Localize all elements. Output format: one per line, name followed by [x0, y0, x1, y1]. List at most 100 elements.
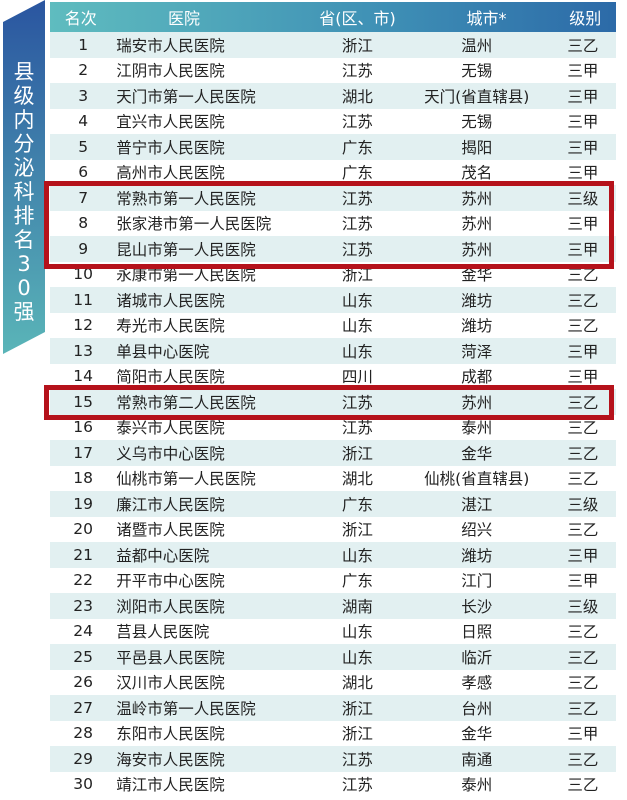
- cell-hospital: 靖江市人民医院: [116, 776, 225, 795]
- cell-hospital: 普宁市人民医院: [116, 138, 225, 157]
- cell-province: 四川: [341, 368, 373, 387]
- cell-hospital: 浏阳市人民医院: [116, 597, 225, 616]
- cell-city: 苏州: [461, 215, 493, 234]
- cell-hospital: 永康市第一人民医院: [116, 266, 256, 285]
- table-row: 26 汉川市人民医院 湖北 孝感 三乙: [50, 670, 616, 696]
- cell-hospital: 高州市人民医院: [116, 164, 225, 183]
- cell-hospital: 义乌市中心医院: [116, 444, 225, 463]
- cell-hospital: 平邑县人民医院: [116, 648, 225, 667]
- cell-rank: 30: [73, 775, 93, 794]
- cell-city: 临沂: [461, 648, 493, 667]
- table-row: 13 单县中心医院 山东 菏泽 三甲: [50, 338, 616, 364]
- table-row: 18 仙桃市第一人民医院 湖北 仙桃(省直辖县) 三乙: [50, 466, 616, 492]
- table-row: 30 靖江市人民医院 江苏 泰州 三乙: [50, 772, 616, 798]
- cell-rank: 4: [78, 112, 89, 131]
- cell-level: 三乙: [567, 317, 599, 336]
- cell-rank: 3: [78, 86, 89, 105]
- table-header: 名次 医院 省(区、市) 城市* 级别: [50, 2, 616, 32]
- cell-city: 绍兴: [461, 521, 493, 540]
- cell-province: 江苏: [341, 240, 373, 259]
- cell-province: 江苏: [341, 189, 373, 208]
- cell-rank: 18: [73, 469, 93, 488]
- cell-level: 三乙: [567, 419, 599, 438]
- cell-level: 三甲: [567, 164, 599, 183]
- table-row: 16 泰兴市人民医院 江苏 泰州 三乙: [50, 415, 616, 441]
- cell-rank: 28: [73, 724, 93, 743]
- table-row: 29 海安市人民医院 江苏 南通 三乙: [50, 746, 616, 772]
- cell-city: 潍坊: [461, 291, 493, 310]
- banner-char: 科: [13, 180, 35, 204]
- cell-province: 浙江: [341, 521, 373, 540]
- cell-province: 浙江: [341, 444, 373, 463]
- cell-level: 三甲: [567, 368, 599, 387]
- cell-rank: 20: [73, 520, 93, 539]
- table-row: 1 瑞安市人民医院 浙江 温州 三乙: [50, 32, 616, 58]
- banner-char: 分: [13, 132, 35, 156]
- cell-city: 温州: [461, 36, 493, 55]
- cell-hospital: 昆山市第一人民医院: [116, 240, 256, 259]
- cell-province: 浙江: [341, 266, 373, 285]
- cell-rank: 9: [78, 239, 89, 258]
- cell-city: 泰州: [461, 776, 493, 795]
- cell-province: 湖北: [341, 674, 373, 693]
- cell-rank: 12: [73, 316, 93, 335]
- cell-level: 三甲: [567, 572, 599, 591]
- cell-city: 日照: [461, 623, 493, 642]
- banner-char: 级: [13, 84, 35, 108]
- table-row: 14 简阳市人民医院 四川 成都 三甲: [50, 364, 616, 390]
- cell-province: 湖南: [341, 597, 373, 616]
- cell-province: 广东: [341, 138, 373, 157]
- cell-province: 江苏: [341, 419, 373, 438]
- cell-city: 泰州: [461, 419, 493, 438]
- header-province: 省(区、市): [319, 9, 396, 28]
- cell-rank: 2: [78, 61, 89, 80]
- table-row: 19 廉江市人民医院 广东 湛江 三级: [50, 491, 616, 517]
- ranking-table: 名次 医院 省(区、市) 城市* 级别 1 瑞安市人民医院 浙江 温州 三乙 2 江阴市人民…: [50, 2, 616, 797]
- cell-level: 三乙: [567, 674, 599, 693]
- cell-province: 山东: [341, 317, 373, 336]
- cell-level: 三乙: [567, 699, 599, 718]
- banner-char: 强: [13, 300, 35, 324]
- cell-level: 三乙: [567, 266, 599, 285]
- highlight-box-rows-7-9: [44, 181, 614, 269]
- cell-province: 山东: [341, 342, 373, 361]
- table-row: 9 昆山市第一人民医院 江苏 苏州 三甲: [50, 236, 616, 262]
- banner-char: 0: [17, 276, 31, 300]
- cell-hospital: 宜兴市人民医院: [116, 113, 225, 132]
- cell-rank: 14: [73, 367, 93, 386]
- cell-province: 山东: [341, 546, 373, 565]
- cell-rank: 26: [73, 673, 93, 692]
- header-level: 级别: [569, 9, 602, 28]
- cell-rank: 15: [73, 392, 93, 411]
- cell-city: 菏泽: [461, 342, 493, 361]
- cell-hospital: 海安市人民医院: [116, 750, 225, 769]
- table-row: 12 寿光市人民医院 山东 潍坊 三乙: [50, 313, 616, 339]
- table-row: 22 开平市中心医院 广东 江门 三甲: [50, 568, 616, 594]
- cell-hospital: 天门市第一人民医院: [116, 87, 256, 106]
- cell-hospital: 莒县人民医院: [116, 623, 210, 642]
- table-row: 17 义乌市中心医院 浙江 金华 三乙: [50, 440, 616, 466]
- cell-level: 三甲: [567, 342, 599, 361]
- cell-city: 苏州: [461, 240, 493, 259]
- header-city: 城市*: [466, 9, 507, 28]
- banner-char: 名: [13, 228, 35, 252]
- cell-city: 金华: [461, 266, 493, 285]
- cell-hospital: 汉川市人民医院: [116, 674, 225, 693]
- cell-level: 三甲: [567, 113, 599, 132]
- cell-level: 三乙: [567, 521, 599, 540]
- cell-level: 三乙: [567, 291, 599, 310]
- table-row: 28 东阳市人民医院 浙江 金华 三甲: [50, 721, 616, 747]
- table-row: 20 诸暨市人民医院 浙江 绍兴 三乙: [50, 517, 616, 543]
- cell-province: 江苏: [341, 776, 373, 795]
- cell-level: 三级: [567, 189, 599, 208]
- cell-province: 浙江: [341, 725, 373, 744]
- cell-rank: 17: [73, 443, 93, 462]
- cell-hospital: 东阳市人民医院: [116, 725, 225, 744]
- cell-rank: 11: [73, 290, 93, 309]
- cell-province: 广东: [341, 572, 373, 591]
- cell-city: 金华: [461, 725, 493, 744]
- cell-city: 揭阳: [461, 138, 493, 157]
- cell-province: 浙江: [341, 36, 373, 55]
- banner-char: 3: [17, 252, 31, 276]
